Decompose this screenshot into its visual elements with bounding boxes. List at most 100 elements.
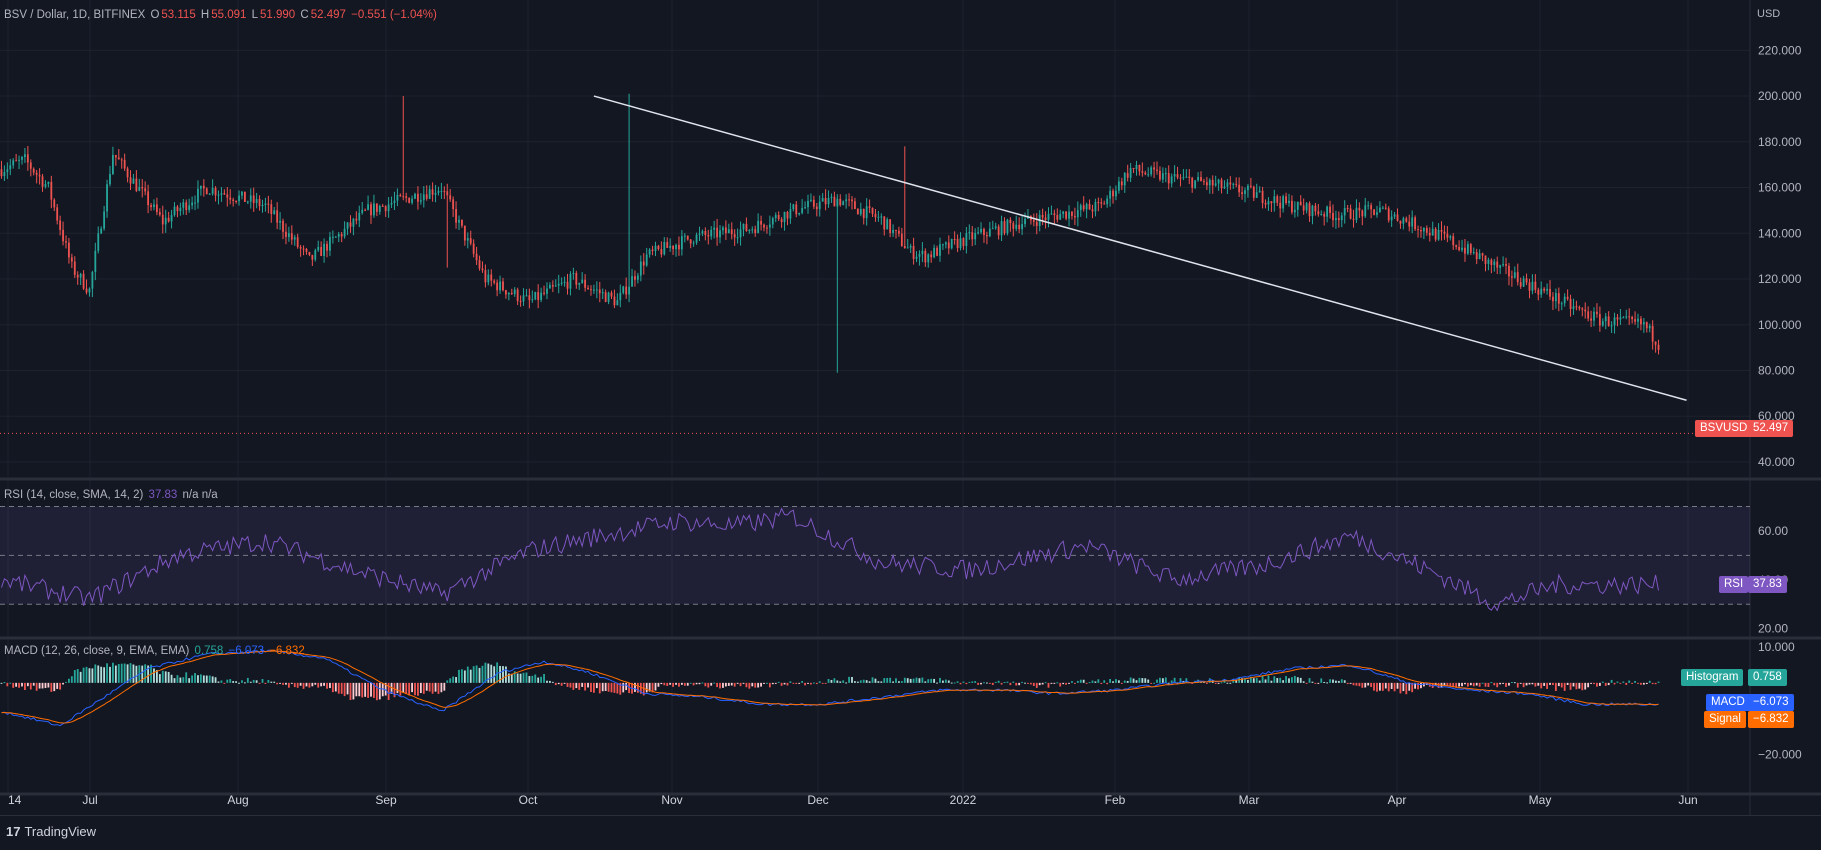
histogram-bar [739, 682, 742, 687]
candle-body [883, 216, 886, 230]
candle-body [956, 239, 959, 249]
histogram-bar [1584, 682, 1587, 690]
histogram-bar [1417, 682, 1419, 690]
candle-body [1469, 244, 1472, 253]
histogram-bar [856, 681, 859, 683]
candle-body [85, 288, 88, 293]
histogram-bar [302, 682, 305, 689]
histogram-bar [425, 682, 428, 691]
histogram-bar [173, 678, 176, 683]
candle-body [226, 194, 229, 198]
histogram-bar [578, 682, 581, 690]
histogram-bar [557, 682, 560, 685]
candle-body [1208, 179, 1211, 186]
candle-body [1625, 316, 1628, 318]
last-price-tag: 52.497 [1748, 420, 1794, 437]
histogram-bar [1516, 682, 1519, 688]
macd-tag-number: −6.073 [1753, 696, 1789, 708]
histogram-tag-value: 0.758 [1748, 669, 1787, 686]
candle-body [217, 194, 220, 196]
candle-body [953, 238, 956, 240]
candle-body [1164, 173, 1167, 175]
histogram-bar [440, 682, 443, 693]
candle-body [1305, 203, 1308, 211]
candle-body [1329, 206, 1331, 213]
trendline[interactable] [593, 95, 1687, 401]
candle-body [1452, 236, 1455, 246]
histogram-bar [94, 664, 97, 683]
time-tick-label: Mar [1239, 793, 1260, 807]
candle-body [1188, 176, 1191, 178]
histogram-bar [1205, 682, 1208, 684]
histogram-bar [68, 678, 70, 683]
time-tick-label: Sep [375, 793, 397, 807]
histogram-bar [727, 682, 730, 686]
histogram-bar [235, 681, 238, 683]
candle-body [1129, 167, 1132, 178]
histogram-bar [364, 682, 367, 697]
histogram-bar [1560, 682, 1563, 688]
grid-lines [0, 0, 1750, 795]
candle-body [631, 276, 633, 287]
histogram-bar [1062, 682, 1065, 685]
candle-body [1396, 214, 1399, 221]
candle-body [1314, 205, 1317, 212]
candle-body [437, 190, 440, 193]
histogram-bar [276, 682, 279, 685]
histogram-bar [411, 682, 413, 693]
candle-body [1399, 220, 1402, 224]
histogram-bar [1050, 682, 1053, 684]
histogram-bar [1029, 682, 1032, 685]
candle-body [1211, 179, 1214, 186]
candle-body [895, 229, 897, 231]
histogram-bar [1405, 682, 1408, 695]
candle-body [1513, 272, 1516, 278]
candle-body [1381, 207, 1384, 209]
candle-body [455, 209, 457, 223]
candle-body [73, 261, 76, 275]
candle-body [824, 197, 827, 205]
rsi-line [1, 507, 1659, 612]
candle-body [106, 184, 108, 212]
candle-body [974, 232, 977, 240]
histogram-bar [1443, 682, 1446, 686]
candle-body [47, 181, 50, 184]
candle-body [598, 289, 601, 294]
candle-body [859, 208, 862, 215]
histogram-bar [1329, 679, 1331, 683]
candle-body [587, 287, 589, 290]
histogram-bar [1563, 682, 1566, 691]
candle-body [622, 286, 625, 293]
candle-body [1349, 208, 1352, 219]
histogram-bar [1208, 678, 1211, 683]
histogram-bar [1241, 678, 1243, 683]
candle-body [1035, 221, 1038, 226]
rsi-tag-label: RSI [1719, 576, 1749, 593]
histogram-bar [1402, 682, 1405, 692]
histogram-bar [507, 673, 510, 683]
candle-body [1264, 203, 1267, 205]
histogram-bar [337, 682, 340, 694]
histogram-bar [487, 663, 490, 683]
symbol-label: BSV / Dollar, 1D, BITFINEX [4, 9, 146, 21]
histogram-bar [595, 682, 598, 689]
candle-body [144, 188, 147, 192]
histogram-bar [502, 666, 504, 683]
histogram-bar [1566, 682, 1569, 686]
candle-body [1411, 217, 1414, 227]
candle-body [191, 202, 194, 206]
candle-body [757, 220, 760, 233]
candle-body [672, 245, 675, 250]
histogram-bar [924, 681, 927, 683]
histogram-bar [408, 682, 411, 696]
histogram-bar [390, 682, 393, 694]
candle-body [1270, 201, 1273, 204]
tradingview-logo[interactable]: 17 TradingView [6, 824, 96, 839]
histogram-bar [716, 682, 718, 688]
footer-bar [0, 815, 1821, 850]
histogram-bar [1381, 682, 1384, 691]
candle-body [977, 232, 980, 234]
candle-body [1446, 233, 1449, 238]
candle-body [534, 292, 537, 300]
